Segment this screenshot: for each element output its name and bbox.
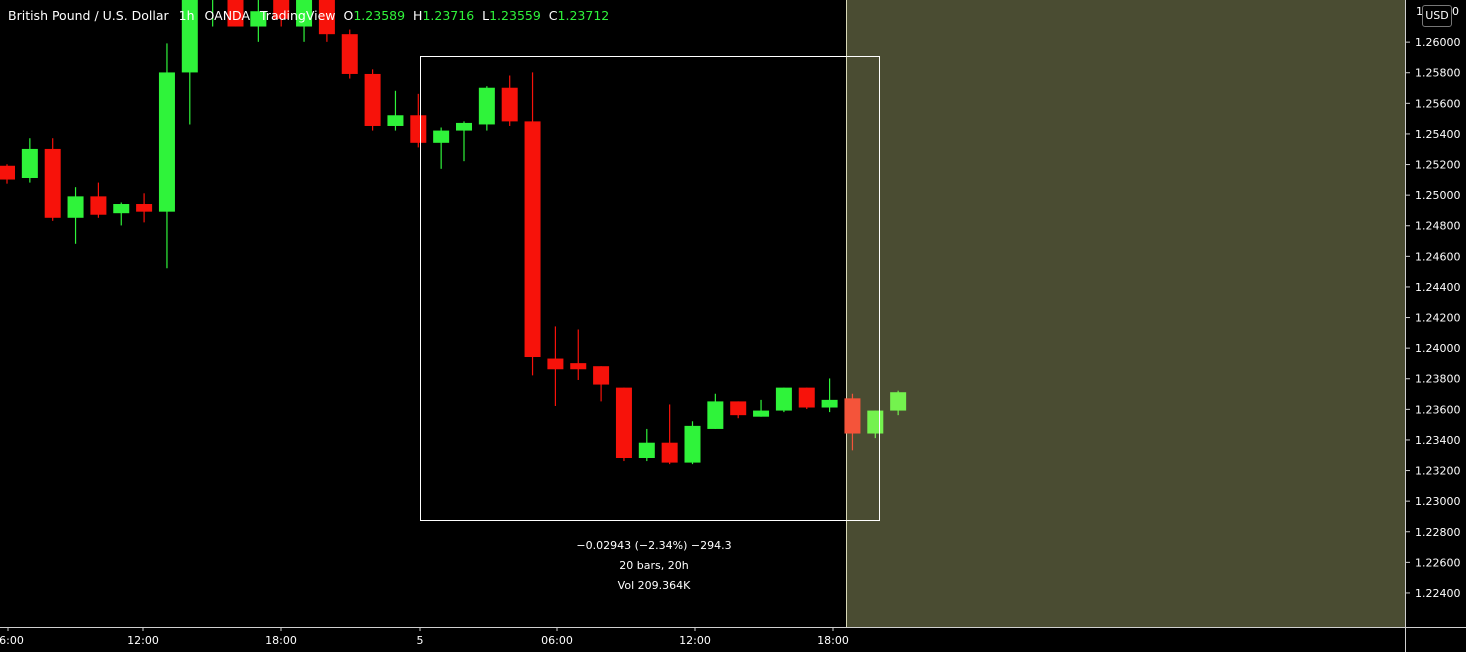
price-axis-top-label: 1 bbox=[1416, 5, 1423, 18]
candle-up[interactable] bbox=[67, 196, 84, 218]
price-tick-label: 1.23800 bbox=[1415, 373, 1461, 386]
time-tick-label: 18:00 bbox=[817, 634, 849, 647]
price-tick-label: 1.25400 bbox=[1415, 128, 1461, 141]
interval-label[interactable]: 1h bbox=[178, 8, 195, 23]
price-tick-label: 1.25600 bbox=[1415, 97, 1461, 110]
time-tick-label: 5 bbox=[417, 634, 424, 647]
open-key: O bbox=[343, 8, 354, 23]
candle-down[interactable] bbox=[524, 121, 541, 358]
candle-up[interactable] bbox=[638, 442, 655, 459]
candle-down[interactable] bbox=[318, 0, 335, 35]
price-tick-label: 1.23400 bbox=[1415, 434, 1461, 447]
brand-label: TradingView bbox=[260, 8, 336, 23]
candle-up[interactable] bbox=[250, 11, 267, 27]
candle-down[interactable] bbox=[844, 398, 861, 434]
candle-down[interactable] bbox=[273, 0, 290, 19]
candle-up[interactable] bbox=[456, 122, 472, 131]
price-tick-label: 1.25200 bbox=[1415, 159, 1461, 172]
candle-up[interactable] bbox=[21, 148, 38, 179]
price-tick-label: 1.24800 bbox=[1415, 220, 1461, 233]
candle-down[interactable] bbox=[136, 204, 153, 212]
candle-down[interactable] bbox=[341, 34, 358, 74]
candle-down[interactable] bbox=[227, 0, 244, 27]
time-axis[interactable] bbox=[0, 627, 1405, 652]
candle-down[interactable] bbox=[501, 87, 518, 122]
candle-down[interactable] bbox=[44, 148, 61, 218]
time-tick-label: 12:00 bbox=[127, 634, 159, 647]
candle-down[interactable] bbox=[410, 115, 427, 143]
candle-up[interactable] bbox=[478, 87, 495, 125]
measure-volume: Vol 209.364K bbox=[617, 579, 691, 592]
candle-up[interactable] bbox=[387, 115, 404, 126]
time-tick-label: 06:00 bbox=[541, 634, 573, 647]
price-tick-label: 1.23600 bbox=[1415, 403, 1461, 416]
price-tick-label: 1.25800 bbox=[1415, 67, 1461, 80]
price-tick-label: 1.24400 bbox=[1415, 281, 1461, 294]
candle-down[interactable] bbox=[547, 358, 564, 370]
price-tick-label: 1.25000 bbox=[1415, 189, 1461, 202]
price-tick-label: 1.22800 bbox=[1415, 526, 1461, 539]
candle-down[interactable] bbox=[730, 401, 747, 416]
measure-bars: 20 bars, 20h bbox=[619, 559, 689, 572]
price-tick-label: 1.23000 bbox=[1415, 495, 1461, 508]
candle-down[interactable] bbox=[364, 73, 381, 126]
measure-box[interactable] bbox=[420, 56, 880, 521]
candle-up[interactable] bbox=[867, 410, 884, 434]
price-tick-label: 1.24600 bbox=[1415, 250, 1461, 263]
candle-down[interactable] bbox=[798, 387, 815, 408]
candle-down[interactable] bbox=[593, 366, 610, 385]
future-shade bbox=[846, 0, 1405, 627]
price-tick-label: 1.23200 bbox=[1415, 465, 1461, 478]
candle-up[interactable] bbox=[753, 410, 770, 417]
price-tick-label: 1.24000 bbox=[1415, 342, 1461, 355]
candle-up[interactable] bbox=[707, 401, 724, 429]
source-label: OANDA bbox=[204, 8, 251, 23]
price-tick-label: 1.22600 bbox=[1415, 556, 1461, 569]
open-value: 1.23589 bbox=[353, 8, 406, 23]
price-tick-label: 1.26000 bbox=[1415, 36, 1461, 49]
candle-up[interactable] bbox=[113, 204, 130, 214]
candle-up[interactable] bbox=[296, 0, 313, 27]
candle-up[interactable] bbox=[890, 392, 907, 411]
measure-label: −0.02943 (−2.34%) −294.3 20 bars, 20h Vo… bbox=[560, 536, 748, 596]
low-value: 1.23559 bbox=[489, 8, 541, 23]
candle-up[interactable] bbox=[821, 399, 838, 408]
time-tick-label: 18:00 bbox=[265, 634, 297, 647]
candle-up[interactable] bbox=[181, 0, 198, 73]
candle-down[interactable] bbox=[661, 442, 678, 463]
candle-up[interactable] bbox=[433, 130, 450, 143]
symbol-name[interactable]: British Pound / U.S. Dollar bbox=[8, 8, 169, 23]
symbol-legend: British Pound / U.S. Dollar 1h OANDA Tra… bbox=[8, 8, 609, 23]
candle-up[interactable] bbox=[775, 387, 792, 411]
candle-down[interactable] bbox=[0, 165, 15, 180]
currency-button[interactable]: USD bbox=[1422, 5, 1452, 27]
candle-down[interactable] bbox=[570, 363, 587, 370]
low-key: L bbox=[482, 8, 490, 23]
price-axis-top-label-suffix: 0 bbox=[1452, 5, 1459, 18]
close-key: C bbox=[548, 8, 558, 23]
candle-down[interactable] bbox=[615, 387, 632, 459]
candle-up[interactable] bbox=[684, 425, 701, 463]
high-value: 1.23716 bbox=[422, 8, 475, 23]
close-value: 1.23712 bbox=[557, 8, 610, 23]
candle-up[interactable] bbox=[158, 72, 175, 212]
time-tick-label: 06:00 bbox=[0, 634, 24, 647]
measure-change: −0.02943 (−2.34%) −294.3 bbox=[576, 539, 732, 552]
candle-down[interactable] bbox=[90, 196, 107, 215]
high-key: H bbox=[413, 8, 423, 23]
price-tick-label: 1.22400 bbox=[1415, 587, 1461, 600]
time-tick-label: 12:00 bbox=[679, 634, 711, 647]
price-axis[interactable] bbox=[1405, 0, 1466, 652]
price-tick-label: 1.24200 bbox=[1415, 312, 1461, 325]
